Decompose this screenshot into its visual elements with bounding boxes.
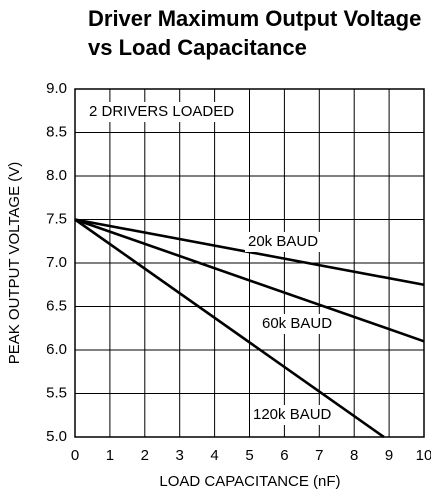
plot-frame	[74, 88, 425, 438]
x-tick-label: 8	[350, 447, 358, 464]
annotation-bg	[259, 314, 336, 334]
x-tick-label: 1	[106, 447, 114, 464]
y-tick-label: 7.0	[46, 254, 67, 271]
y-tick-label: 6.5	[46, 297, 67, 314]
x-tick-label: 4	[210, 447, 218, 464]
y-tick-label: 5.5	[46, 384, 67, 401]
annotation: 20k BAUD	[248, 233, 318, 250]
x-tick-label: 9	[385, 447, 393, 464]
y-tick-label: 5.0	[46, 428, 67, 445]
annotation: 120k BAUD	[253, 406, 332, 423]
x-tick-label: 2	[141, 447, 149, 464]
x-tick-label: 7	[315, 447, 323, 464]
annotation-bg	[250, 405, 335, 425]
chart-title: vs Load Capacitance	[88, 35, 307, 60]
x-tick-label: 0	[71, 447, 79, 464]
series-line	[74, 218, 385, 439]
annotation: 2 DRIVERS LOADED	[89, 103, 234, 120]
annotation-bg	[245, 232, 322, 252]
series-line	[74, 218, 425, 343]
annotation-bg	[86, 102, 238, 122]
y-axis-label: PEAK OUTPUT VOLTAGE (V)	[6, 162, 23, 365]
y-tick-label: 8.5	[46, 123, 67, 140]
x-tick-label: 10	[416, 447, 431, 464]
x-tick-label: 3	[176, 447, 184, 464]
series-line	[74, 218, 425, 287]
y-tick-label: 7.5	[46, 210, 67, 227]
annotation: 60k BAUD	[262, 315, 332, 332]
chart-title: Driver Maximum Output Voltage	[88, 6, 421, 31]
x-tick-label: 5	[245, 447, 253, 464]
x-tick-label: 6	[280, 447, 288, 464]
y-tick-label: 6.0	[46, 341, 67, 358]
x-axis-label: LOAD CAPACITANCE (nF)	[159, 473, 340, 490]
y-tick-label: 8.0	[46, 167, 67, 184]
y-tick-label: 9.0	[46, 80, 67, 97]
